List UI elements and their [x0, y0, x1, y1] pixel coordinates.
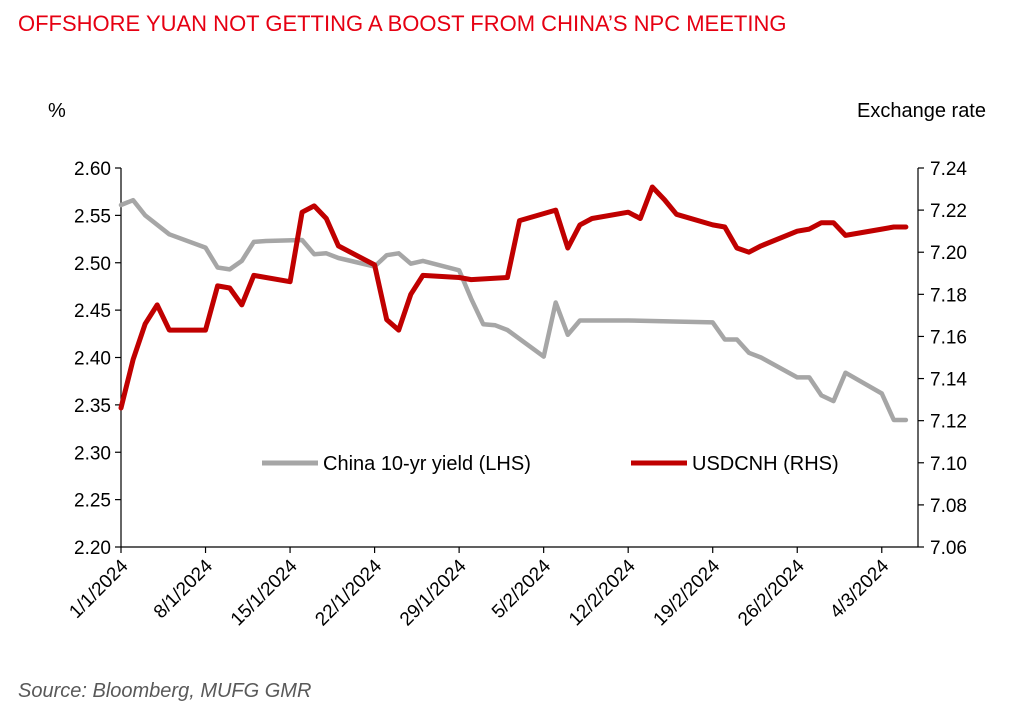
right-tick-label: 7.22	[930, 201, 967, 222]
x-tick-label: 19/2/2024	[650, 555, 725, 630]
left-tick-label: 2.55	[74, 206, 111, 227]
series-line-china-10yr-yield	[118, 197, 909, 423]
left-axis-ticks: 2.20 2.25 2.30 2.35 2.40 2.45 2.50 2.55 2.60	[74, 159, 121, 559]
left-tick-label: 2.25	[74, 491, 111, 512]
left-tick-label: 2.40	[74, 349, 111, 370]
left-tick-label: 2.35	[74, 396, 111, 417]
x-tick-label: 15/1/2024	[227, 555, 302, 630]
right-tick-label: 7.08	[930, 496, 967, 517]
right-tick-label: 7.20	[930, 243, 967, 264]
legend-label-china-10yr-yield: China 10-yr yield (LHS)	[323, 453, 531, 475]
left-axis-unit-label: %	[48, 100, 66, 122]
x-tick-label: 5/2/2024	[488, 555, 555, 622]
x-tick-label: 22/1/2024	[312, 555, 387, 630]
series-layer	[118, 184, 909, 423]
x-tick-label: 1/1/2024	[65, 555, 132, 622]
legend-label-usdcnh: USDCNH (RHS)	[692, 453, 839, 475]
series-line-usdcnh	[118, 184, 909, 411]
source-note: Source: Bloomberg, MUFG GMR	[18, 680, 311, 702]
x-axis-ticks: 1/1/2024 8/1/2024 15/1/2024 22/1/2024 29/1/2…	[65, 547, 894, 630]
left-tick-label: 2.20	[74, 538, 111, 559]
left-tick-label: 2.30	[74, 443, 111, 464]
left-tick-label: 2.50	[74, 254, 111, 275]
right-tick-label: 7.16	[930, 327, 967, 348]
x-tick-label: 4/3/2024	[826, 555, 893, 622]
left-tick-label: 2.60	[74, 159, 111, 180]
x-tick-label: 29/1/2024	[396, 555, 471, 630]
right-tick-label: 7.10	[930, 454, 967, 475]
left-tick-label: 2.45	[74, 301, 111, 322]
chart-title: OFFSHORE YUAN NOT GETTING A BOOST FROM C…	[18, 11, 786, 36]
x-tick-label: 8/1/2024	[150, 555, 217, 622]
right-axis-unit-label: Exchange rate	[857, 100, 986, 122]
right-tick-label: 7.06	[930, 538, 967, 559]
right-axis-ticks: 7.06 7.08 7.10 7.12 7.14 7.16 7.18 7.20 7.22 7.24	[918, 159, 967, 559]
right-tick-label: 7.18	[930, 285, 967, 306]
right-tick-label: 7.14	[930, 370, 967, 391]
legend: China 10-yr yield (LHS) USDCNH (RHS)	[262, 453, 839, 475]
right-tick-label: 7.24	[930, 159, 967, 180]
right-tick-label: 7.12	[930, 412, 967, 433]
x-tick-label: 12/2/2024	[565, 555, 640, 630]
x-tick-label: 26/2/2024	[734, 555, 809, 630]
